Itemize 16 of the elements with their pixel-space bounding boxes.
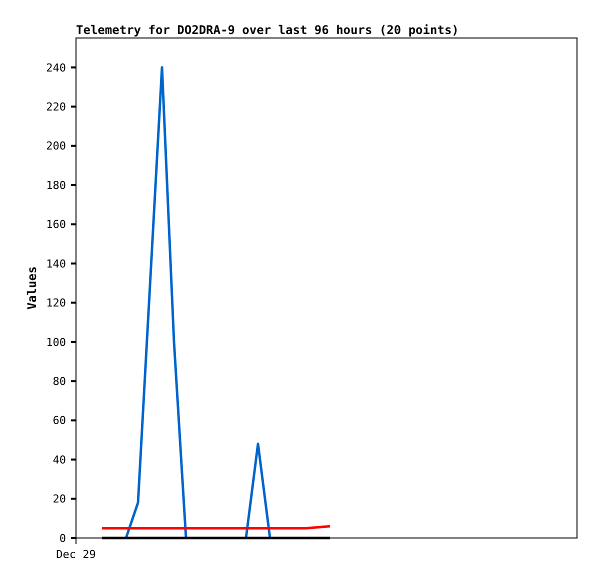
y-tick-label: 100 [46, 336, 66, 349]
y-tick-label: 60 [52, 414, 66, 428]
y-axis-title: Values [25, 266, 39, 310]
y-tick-label: 200 [46, 140, 66, 153]
y-tick-label: 20 [52, 492, 66, 506]
y-tick-label: 80 [52, 374, 66, 388]
y-tick-label: 220 [46, 100, 66, 114]
y-tick-label: 240 [46, 61, 66, 74]
chart-title: Telemetry for DO2DRA-9 over last 96 hours (20 points) [76, 23, 459, 37]
y-tick-label: 160 [46, 218, 66, 232]
y-tick-label: 180 [46, 178, 66, 192]
y-tick-label: 0 [59, 532, 66, 545]
y-tick-label: 40 [52, 453, 66, 466]
y-tick-label: 120 [46, 296, 66, 310]
text: Dec 29 [56, 548, 96, 561]
y-tick-label: 140 [46, 257, 66, 270]
